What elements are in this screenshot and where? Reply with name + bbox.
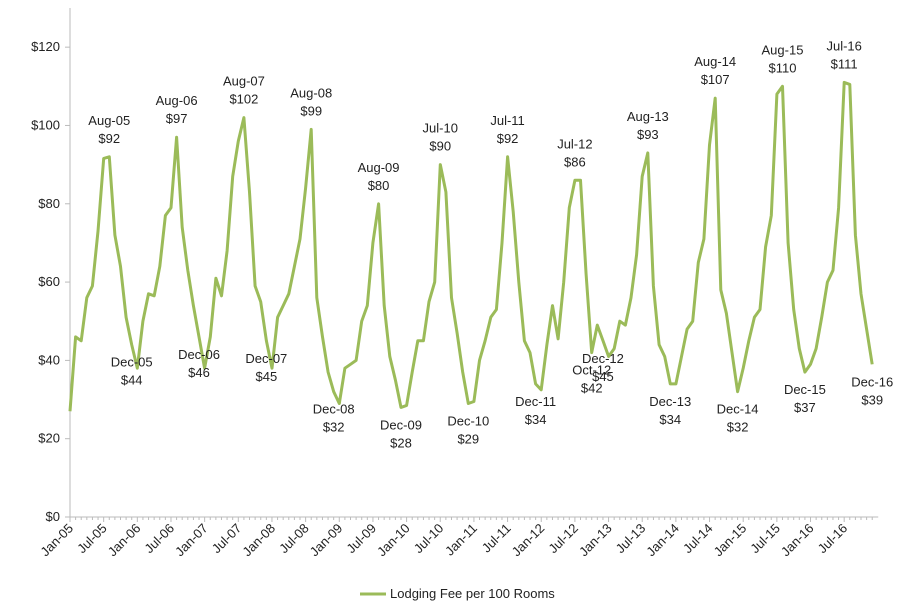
x-tick-label: Jul-15 (747, 521, 783, 557)
value-label: $45 (255, 369, 277, 384)
value-label: $32 (323, 420, 345, 435)
point-label: Dec-12 (582, 351, 624, 366)
y-tick-label: $40 (38, 352, 60, 367)
value-label: $34 (525, 412, 547, 427)
value-label: $111 (831, 56, 858, 71)
point-label: Aug-06 (156, 93, 198, 108)
value-label: $39 (861, 392, 883, 407)
point-label: Aug-15 (762, 42, 804, 57)
value-label: $80 (368, 178, 390, 193)
x-tick-label: Jan-10 (374, 521, 413, 560)
x-tick-label: Jul-12 (545, 521, 581, 557)
x-tick-label: Jan-09 (307, 521, 346, 560)
value-label: $45 (592, 369, 614, 384)
x-tick-label: Jul-08 (276, 521, 312, 557)
point-label: Oct-12 (572, 363, 611, 378)
x-tick-label: Jan-05 (37, 521, 76, 560)
x-tick-label: Jan-16 (778, 521, 817, 560)
x-tick-label: Jul-16 (815, 521, 851, 557)
x-tick-label: Jul-14 (680, 521, 716, 557)
value-label: $44 (121, 373, 143, 388)
value-label: $99 (300, 103, 322, 118)
point-label: Dec-08 (313, 402, 355, 417)
point-label: Dec-07 (245, 351, 287, 366)
value-label: $32 (727, 420, 749, 435)
x-tick-label: Jan-15 (711, 521, 750, 560)
line (68, 80, 874, 412)
point-label: Dec-10 (447, 413, 489, 428)
x-tick-label: Jan-08 (239, 521, 278, 560)
x-tick-label: Jul-11 (479, 521, 514, 556)
point-label: Dec-15 (784, 382, 826, 397)
value-label: $37 (794, 400, 816, 415)
point-label: Dec-09 (380, 417, 422, 432)
point-label: Jul-16 (826, 38, 861, 53)
point-label: Dec-11 (515, 394, 556, 409)
value-label: $110 (768, 60, 796, 75)
point-label: Aug-09 (358, 160, 400, 175)
y-tick-label: $100 (31, 117, 60, 132)
x-tick-label: Jul-10 (411, 521, 447, 557)
y-tick-label: $0 (46, 509, 60, 524)
value-label: $90 (429, 139, 451, 154)
value-label: $34 (659, 412, 681, 427)
x-tick-label: Jan-12 (509, 521, 548, 560)
point-label: Dec-05 (111, 355, 153, 370)
value-label: $107 (701, 72, 730, 87)
x-tick-label: Jul-05 (74, 521, 110, 557)
x-tick-label: Jan-06 (105, 521, 144, 560)
value-label: $93 (637, 127, 659, 142)
y-tick-label: $60 (38, 274, 60, 289)
x-tick-label: Jul-07 (209, 521, 245, 557)
x-tick-label: Jan-13 (576, 521, 615, 560)
value-label: $97 (166, 111, 188, 126)
x-tick-label: Jan-14 (643, 521, 682, 560)
point-label: Aug-13 (627, 109, 669, 124)
x-tick-label: Jan-11 (442, 521, 480, 559)
point-label: Aug-14 (694, 54, 736, 69)
y-tick-label: $120 (31, 39, 60, 54)
value-label: $102 (229, 92, 258, 107)
value-label: $92 (98, 131, 120, 146)
point-label: Jul-12 (557, 136, 592, 151)
value-label: $28 (390, 435, 412, 450)
point-label: Dec-13 (649, 394, 691, 409)
value-label: $46 (188, 365, 210, 380)
point-label: Jul-10 (423, 121, 458, 136)
x-tick-label: Jul-13 (613, 521, 649, 557)
legend-label: Lodging Fee per 100 Rooms (390, 586, 555, 601)
point-label: Aug-08 (290, 85, 332, 100)
point-label: Aug-07 (223, 74, 265, 89)
value-label: $29 (457, 431, 479, 446)
x-tick-label: Jul-09 (343, 521, 379, 557)
value-label: $92 (497, 131, 519, 146)
point-label: Jul-11 (490, 113, 524, 128)
x-tick-label: Jul-06 (141, 521, 177, 557)
value-label: $42 (581, 381, 603, 396)
point-label: Dec-16 (851, 374, 893, 389)
value-label: $86 (564, 154, 586, 169)
point-label: Dec-06 (178, 347, 220, 362)
y-tick-label: $20 (38, 431, 60, 446)
y-tick-label: $80 (38, 196, 60, 211)
x-tick-label: Jan-07 (172, 521, 211, 560)
point-label: Aug-05 (88, 113, 130, 128)
point-label: Dec-14 (717, 402, 759, 417)
